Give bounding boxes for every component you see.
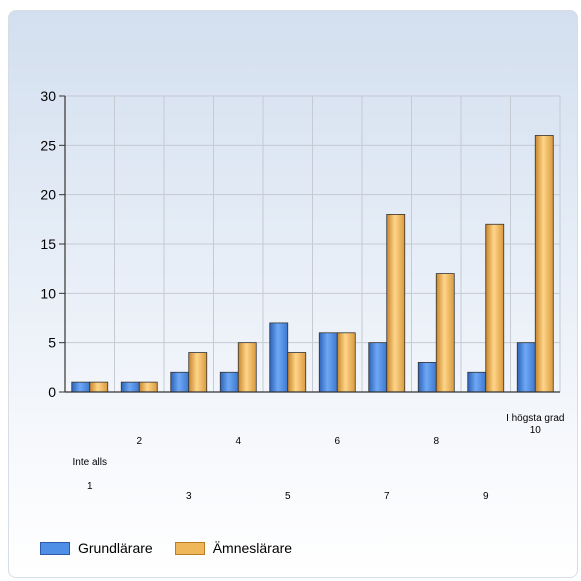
bar-amneslarare [435,273,455,393]
legend-swatch-grundlarare [40,541,70,555]
x-category-label: 10 [530,425,542,436]
bar-amneslarare [138,381,158,393]
bar-grundlarare [368,342,388,393]
y-tick-label: 20 [40,187,56,203]
y-tick-label: 5 [48,335,56,351]
bar-amneslarare [287,352,307,393]
x-category-label: 6 [334,436,340,447]
bar-amneslarare [89,381,109,393]
bar-grundlarare [318,332,338,393]
x-category-label: 4 [235,436,241,447]
bar-grundlarare [467,371,487,393]
bar-amneslarare [188,352,208,393]
legend-label-grundlarare: Grundlärare [78,540,153,556]
y-tick-label: 25 [40,137,56,153]
y-tick-label: 30 [40,88,56,104]
bar-amneslarare [534,135,554,393]
bar-grundlarare [417,361,437,393]
legend-item-amneslarare: Ämneslärare [174,540,293,556]
x-category-label: 1 [87,481,93,492]
bar-grundlarare [170,371,190,393]
chart-panel [8,10,578,578]
legend: Grundlärare Ämneslärare [40,540,314,556]
bar-amneslarare [485,223,505,393]
bar-grundlarare [120,381,140,393]
bar-amneslarare [237,342,257,393]
bar-amneslarare [336,332,356,393]
y-tick-label: 10 [40,285,56,301]
bar-amneslarare [386,213,406,393]
y-tick-label: 15 [40,236,56,252]
bar-grundlarare [71,381,91,393]
x-category-label: 9 [483,491,489,502]
legend-swatch-amneslarare [174,541,205,555]
x-category-label: 3 [186,491,192,502]
x-category-label: Inte alls [73,457,107,468]
bar-grundlarare [219,371,239,393]
legend-label-amneslarare: Ämneslärare [212,540,293,556]
x-category-label: 8 [433,436,439,447]
x-category-label: 7 [384,491,390,502]
bar-grundlarare [269,322,289,393]
x-category-label: I högsta grad [506,413,564,424]
y-tick-label: 0 [48,384,56,400]
x-category-label: 2 [136,436,142,447]
legend-item-grundlarare: Grundlärare [40,540,153,556]
x-category-label: 5 [285,491,291,502]
bar-grundlarare [516,342,536,393]
